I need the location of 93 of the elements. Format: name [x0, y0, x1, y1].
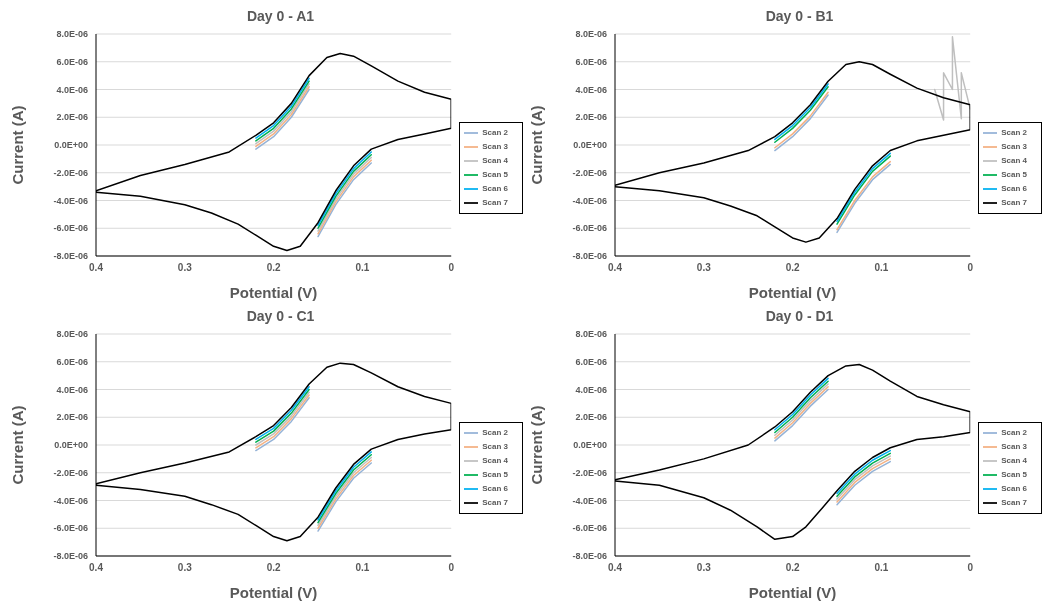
legend-label: Scan 4	[482, 456, 508, 465]
x-tick-label: 0.3	[177, 262, 193, 274]
legend-label: Scan 2	[1001, 427, 1027, 437]
y-tick-label: -4.0E-06	[572, 195, 607, 206]
chart-title: Day 0 - A1	[245, 8, 316, 26]
legend-label: Scan 2	[482, 127, 508, 137]
y-tick-label: -4.0E-06	[53, 195, 88, 206]
y-tick-label: 0.0E+00	[54, 440, 88, 451]
legend-label: Scan 5	[1001, 470, 1027, 480]
y-tick-label: 2.0E-06	[575, 112, 607, 123]
chart-title: Day 0 - B1	[764, 8, 835, 26]
y-tick-label: -6.0E-06	[53, 523, 88, 534]
x-tick-label: 0.3	[696, 562, 712, 574]
y-tick-label: -8.0E-06	[572, 251, 607, 262]
x-tick-label: 0.1	[355, 562, 370, 574]
y-tick-label: 6.0E-06	[56, 356, 88, 367]
x-tick-label: 0.4	[89, 562, 104, 574]
y-tick-label: 4.0E-06	[56, 384, 88, 395]
y-tick-label: -6.0E-06	[53, 223, 88, 234]
y-tick-label: 6.0E-06	[575, 356, 607, 367]
y-tick-label: 8.0E-06	[56, 329, 88, 340]
y-tick-label: 8.0E-06	[575, 29, 607, 40]
line-series	[933, 36, 971, 121]
y-tick-label: 0.0E+00	[573, 140, 607, 151]
chart-title: Day 0 - C1	[245, 308, 316, 326]
legend-label: Scan 4	[1001, 456, 1027, 465]
y-tick-label: -8.0E-06	[572, 551, 607, 562]
x-axis-title: Potential (V)	[229, 584, 318, 601]
y-tick-label: 0.0E+00	[54, 140, 88, 151]
x-tick-label: 0.2	[785, 562, 800, 574]
x-tick-label: 0.4	[608, 262, 623, 274]
y-tick-label: -6.0E-06	[572, 523, 607, 534]
legend-label: Scan 6	[482, 184, 508, 194]
x-tick-label: 0.4	[608, 562, 623, 574]
y-tick-label: -2.0E-06	[53, 167, 88, 178]
y-tick-label: 2.0E-06	[56, 412, 88, 423]
x-tick-label: 0	[448, 562, 455, 574]
x-tick-label: 0.2	[785, 262, 800, 274]
y-tick-label: 4.0E-06	[575, 384, 607, 395]
x-tick-label: 0	[448, 262, 455, 274]
x-tick-label: 0.2	[266, 562, 281, 574]
y-tick-label: 6.0E-06	[56, 56, 88, 67]
x-tick-label: 0	[967, 562, 974, 574]
y-tick-label: -2.0E-06	[572, 167, 607, 178]
legend-label: Scan 7	[482, 198, 508, 208]
x-axis-title: Potential (V)	[748, 284, 837, 301]
chart-title: Day 0 - D1	[764, 308, 835, 326]
y-tick-label: 4.0E-06	[56, 84, 88, 95]
x-axis-title: Potential (V)	[229, 284, 318, 301]
legend-label: Scan 4	[1001, 156, 1027, 165]
legend-label: Scan 3	[1001, 141, 1027, 151]
x-axis-title: Potential (V)	[748, 584, 837, 601]
y-tick-label: 6.0E-06	[575, 56, 607, 67]
x-tick-label: 0.1	[874, 262, 889, 274]
x-tick-label: 0.1	[355, 262, 370, 274]
legend-label: Scan 6	[1001, 484, 1027, 494]
y-tick-label: 4.0E-06	[575, 84, 607, 95]
y-tick-label: -2.0E-06	[53, 467, 88, 478]
y-tick-label: 2.0E-06	[575, 412, 607, 423]
legend-label: Scan 5	[482, 470, 508, 480]
y-tick-label: -8.0E-06	[53, 251, 88, 262]
legend-label: Scan 2	[1001, 127, 1027, 137]
legend-label: Scan 3	[482, 141, 508, 151]
x-tick-label: 0.4	[89, 262, 104, 274]
legend-label: Scan 5	[482, 170, 508, 180]
y-tick-label: 8.0E-06	[56, 29, 88, 40]
legend-label: Scan 3	[482, 441, 508, 451]
y-axis-title: Current (A)	[9, 105, 27, 185]
y-tick-label: -6.0E-06	[572, 223, 607, 234]
legend-label: Scan 5	[1001, 170, 1027, 180]
legend-label: Scan 2	[482, 427, 508, 437]
y-axis-title: Current (A)	[528, 105, 546, 185]
legend-label: Scan 6	[1001, 184, 1027, 194]
x-tick-label: 0	[967, 262, 974, 274]
y-axis-title: Current (A)	[9, 405, 27, 485]
x-tick-label: 0.3	[177, 562, 193, 574]
y-tick-label: -2.0E-06	[572, 467, 607, 478]
legend-label: Scan 7	[482, 498, 508, 508]
y-tick-label: 8.0E-06	[575, 329, 607, 340]
legend-label: Scan 7	[1001, 198, 1027, 208]
y-axis-title: Current (A)	[528, 405, 546, 485]
x-tick-label: 0.3	[696, 262, 712, 274]
y-tick-label: 2.0E-06	[56, 112, 88, 123]
legend-label: Scan 4	[482, 156, 508, 165]
y-tick-label: -4.0E-06	[53, 495, 88, 506]
x-tick-label: 0.1	[874, 562, 889, 574]
y-tick-label: 0.0E+00	[573, 440, 607, 451]
x-tick-label: 0.2	[266, 262, 281, 274]
y-tick-label: -8.0E-06	[53, 551, 88, 562]
y-tick-label: -4.0E-06	[572, 495, 607, 506]
legend-label: Scan 7	[1001, 498, 1027, 508]
legend-label: Scan 6	[482, 484, 508, 494]
legend-label: Scan 3	[1001, 441, 1027, 451]
